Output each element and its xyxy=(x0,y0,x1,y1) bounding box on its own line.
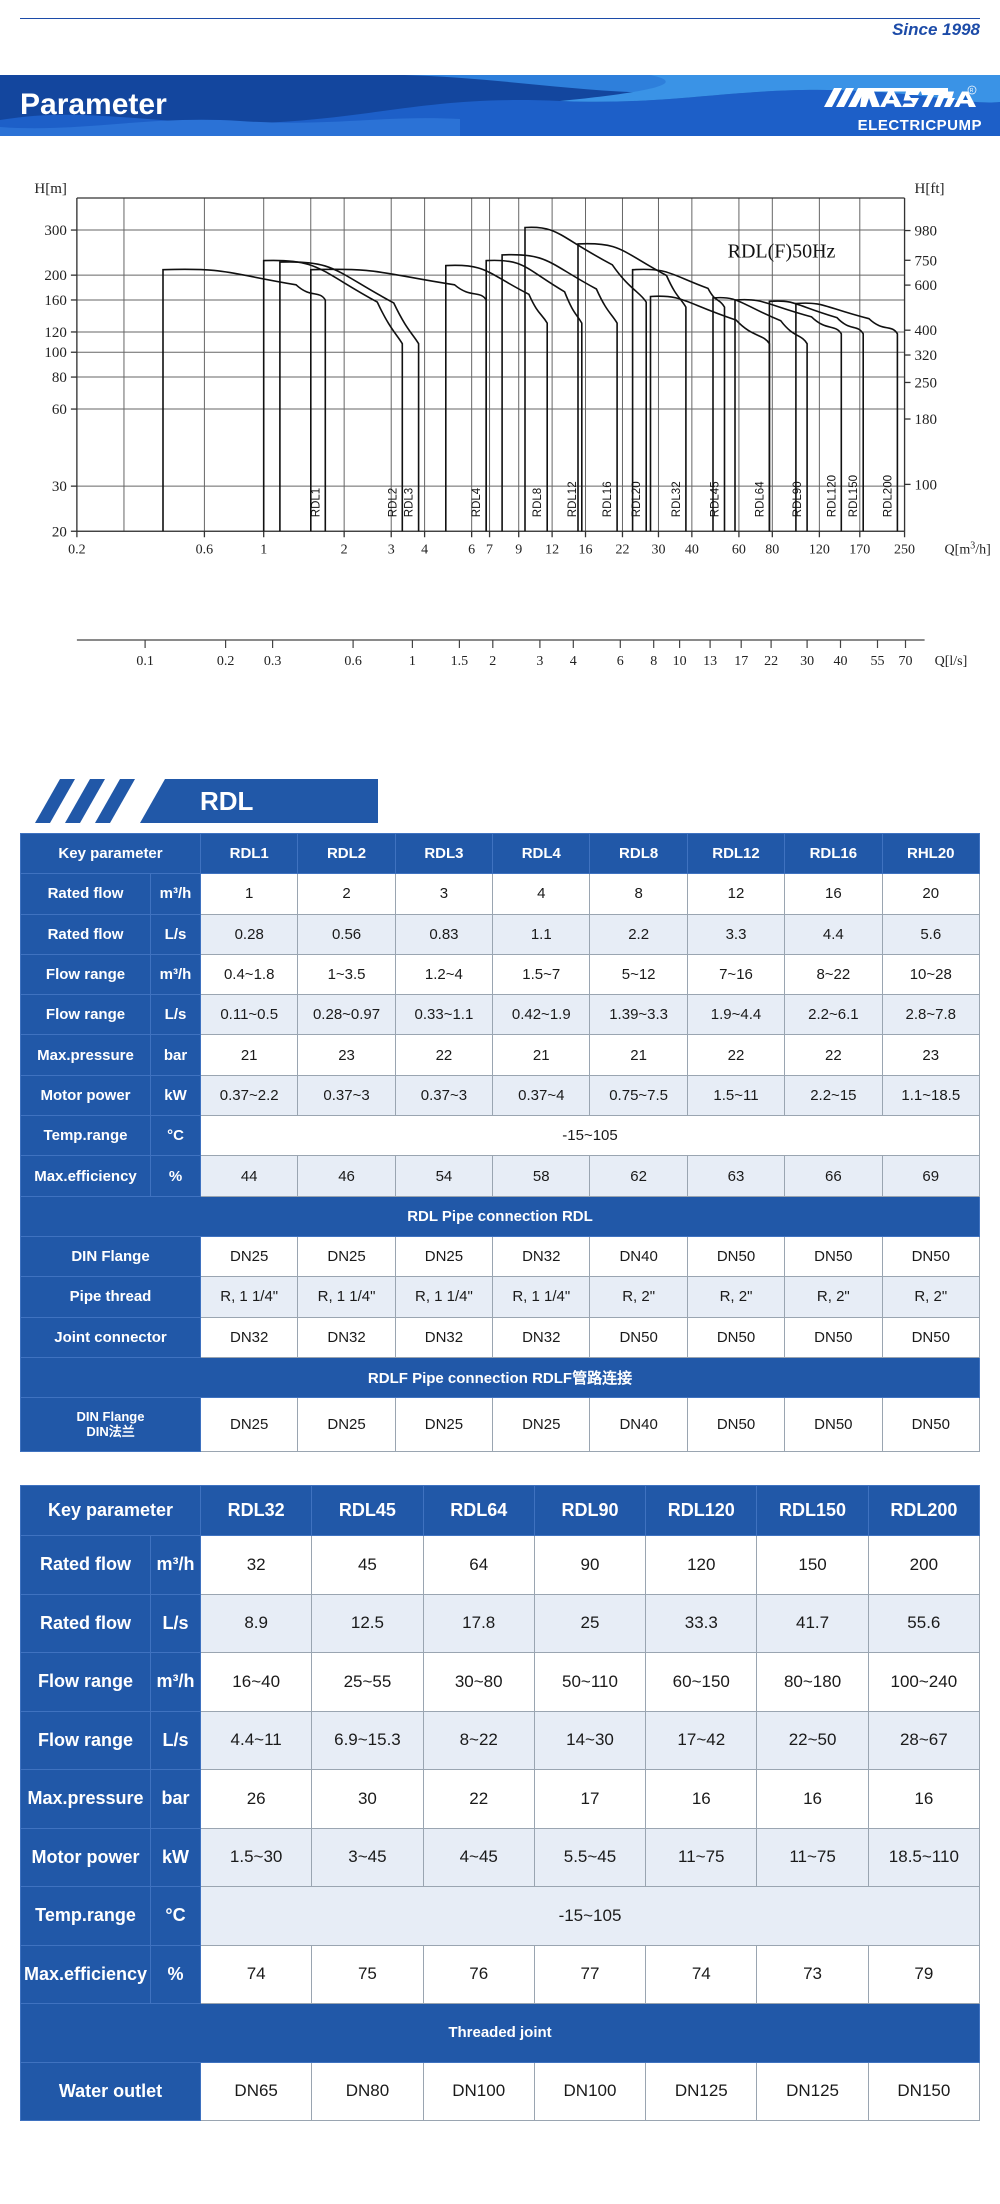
svg-text:2: 2 xyxy=(489,654,496,669)
svg-text:6: 6 xyxy=(617,654,624,669)
svg-text:980: 980 xyxy=(915,224,938,240)
svg-text:Q[l/s]: Q[l/s] xyxy=(935,654,968,669)
svg-text:17: 17 xyxy=(734,654,748,669)
svg-text:120: 120 xyxy=(44,325,67,341)
svg-text:0.2: 0.2 xyxy=(217,654,235,669)
svg-text:30: 30 xyxy=(651,542,665,557)
svg-text:4: 4 xyxy=(570,654,577,669)
svg-text:60: 60 xyxy=(732,542,746,557)
svg-text:RDL(F)50Hz: RDL(F)50Hz xyxy=(728,241,836,263)
svg-text:12: 12 xyxy=(545,542,559,557)
svg-text:RDL200: RDL200 xyxy=(882,475,894,517)
svg-text:RDL90: RDL90 xyxy=(792,481,804,517)
svg-text:30: 30 xyxy=(800,654,814,669)
svg-text:22: 22 xyxy=(615,542,629,557)
svg-text:120: 120 xyxy=(809,542,830,557)
svg-text:13: 13 xyxy=(703,654,717,669)
svg-text:10: 10 xyxy=(673,654,687,669)
svg-text:2: 2 xyxy=(341,542,348,557)
svg-text:8: 8 xyxy=(650,654,657,669)
svg-text:RDL1: RDL1 xyxy=(310,488,322,517)
svg-text:9: 9 xyxy=(515,542,522,557)
svg-text:RDL16: RDL16 xyxy=(602,481,614,517)
svg-text:1: 1 xyxy=(409,654,416,669)
svg-text:Q[m3/h]: Q[m3/h] xyxy=(945,540,991,558)
svg-text:100: 100 xyxy=(44,345,67,361)
svg-text:400: 400 xyxy=(915,323,938,339)
svg-text:RDL8: RDL8 xyxy=(532,488,544,517)
svg-text:22: 22 xyxy=(764,654,778,669)
svg-text:4: 4 xyxy=(421,542,428,557)
svg-text:RDL4: RDL4 xyxy=(471,487,483,517)
svg-text:1.5: 1.5 xyxy=(451,654,469,669)
svg-text:170: 170 xyxy=(849,542,870,557)
svg-text:30: 30 xyxy=(52,479,67,495)
svg-text:250: 250 xyxy=(894,542,915,557)
svg-text:RDL32: RDL32 xyxy=(671,481,683,517)
svg-text:100: 100 xyxy=(915,477,938,493)
svg-text:200: 200 xyxy=(44,268,67,284)
svg-text:7: 7 xyxy=(486,542,493,557)
svg-text:RDL12: RDL12 xyxy=(567,481,579,517)
svg-text:40: 40 xyxy=(834,654,848,669)
svg-text:320: 320 xyxy=(915,348,938,364)
svg-text:RDL: RDL xyxy=(200,786,254,816)
svg-text:80: 80 xyxy=(765,542,779,557)
svg-text:750: 750 xyxy=(915,253,938,269)
svg-text:60: 60 xyxy=(52,402,67,418)
svg-text:16: 16 xyxy=(579,542,593,557)
svg-text:3: 3 xyxy=(388,542,395,557)
svg-text:300: 300 xyxy=(44,223,67,239)
svg-text:0.6: 0.6 xyxy=(344,654,362,669)
svg-text:RDL2: RDL2 xyxy=(387,488,399,517)
svg-text:1: 1 xyxy=(260,542,267,557)
svg-text:RDL3: RDL3 xyxy=(404,488,416,517)
svg-text:0.3: 0.3 xyxy=(264,654,282,669)
svg-text:H[ft]: H[ft] xyxy=(915,181,945,197)
svg-text:RDL150: RDL150 xyxy=(848,475,860,517)
svg-text:80: 80 xyxy=(52,370,67,386)
svg-text:180: 180 xyxy=(915,412,938,428)
svg-text:3: 3 xyxy=(536,654,543,669)
svg-text:40: 40 xyxy=(685,542,699,557)
svg-text:160: 160 xyxy=(44,293,67,309)
svg-text:RDL64: RDL64 xyxy=(754,481,766,517)
svg-text:RDL120: RDL120 xyxy=(826,475,838,517)
svg-text:0.6: 0.6 xyxy=(196,542,214,557)
svg-text:70: 70 xyxy=(899,654,913,669)
svg-text:600: 600 xyxy=(915,278,938,294)
svg-text:H[m]: H[m] xyxy=(34,181,67,197)
svg-text:RDL45: RDL45 xyxy=(710,481,722,517)
svg-text:0.1: 0.1 xyxy=(136,654,154,669)
svg-text:RDL20: RDL20 xyxy=(631,481,643,517)
svg-text:55: 55 xyxy=(871,654,885,669)
svg-text:250: 250 xyxy=(915,375,938,391)
svg-text:6: 6 xyxy=(468,542,475,557)
svg-text:20: 20 xyxy=(52,524,67,540)
svg-text:0.2: 0.2 xyxy=(68,542,86,557)
